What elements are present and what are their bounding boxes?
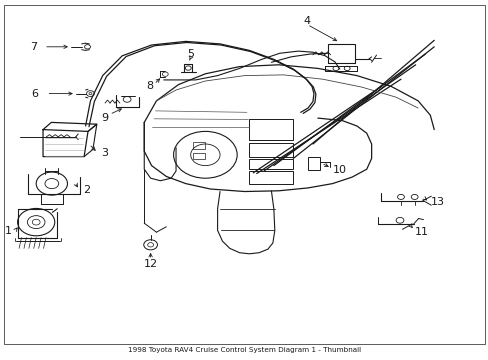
Bar	[249, 171, 293, 184]
Text: 6: 6	[32, 89, 39, 99]
Bar	[307, 157, 320, 170]
Bar	[193, 153, 205, 159]
Text: 5: 5	[187, 49, 194, 59]
Text: 4: 4	[303, 16, 310, 26]
Bar	[327, 44, 354, 63]
Bar	[193, 142, 205, 149]
Text: 7: 7	[30, 42, 37, 52]
Bar	[249, 143, 293, 157]
Text: 11: 11	[414, 227, 428, 237]
Text: 8: 8	[146, 81, 153, 91]
Bar	[249, 159, 293, 169]
Text: 2: 2	[83, 185, 90, 195]
Text: 13: 13	[430, 197, 444, 207]
Text: 3: 3	[102, 148, 108, 158]
Text: 12: 12	[143, 258, 157, 269]
Text: 9: 9	[102, 113, 108, 123]
Text: 1998 Toyota RAV4 Cruise Control System Diagram 1 - Thumbnail: 1998 Toyota RAV4 Cruise Control System D…	[128, 347, 360, 353]
Text: 10: 10	[332, 165, 346, 175]
Text: 1: 1	[5, 226, 12, 236]
Bar	[249, 119, 293, 140]
